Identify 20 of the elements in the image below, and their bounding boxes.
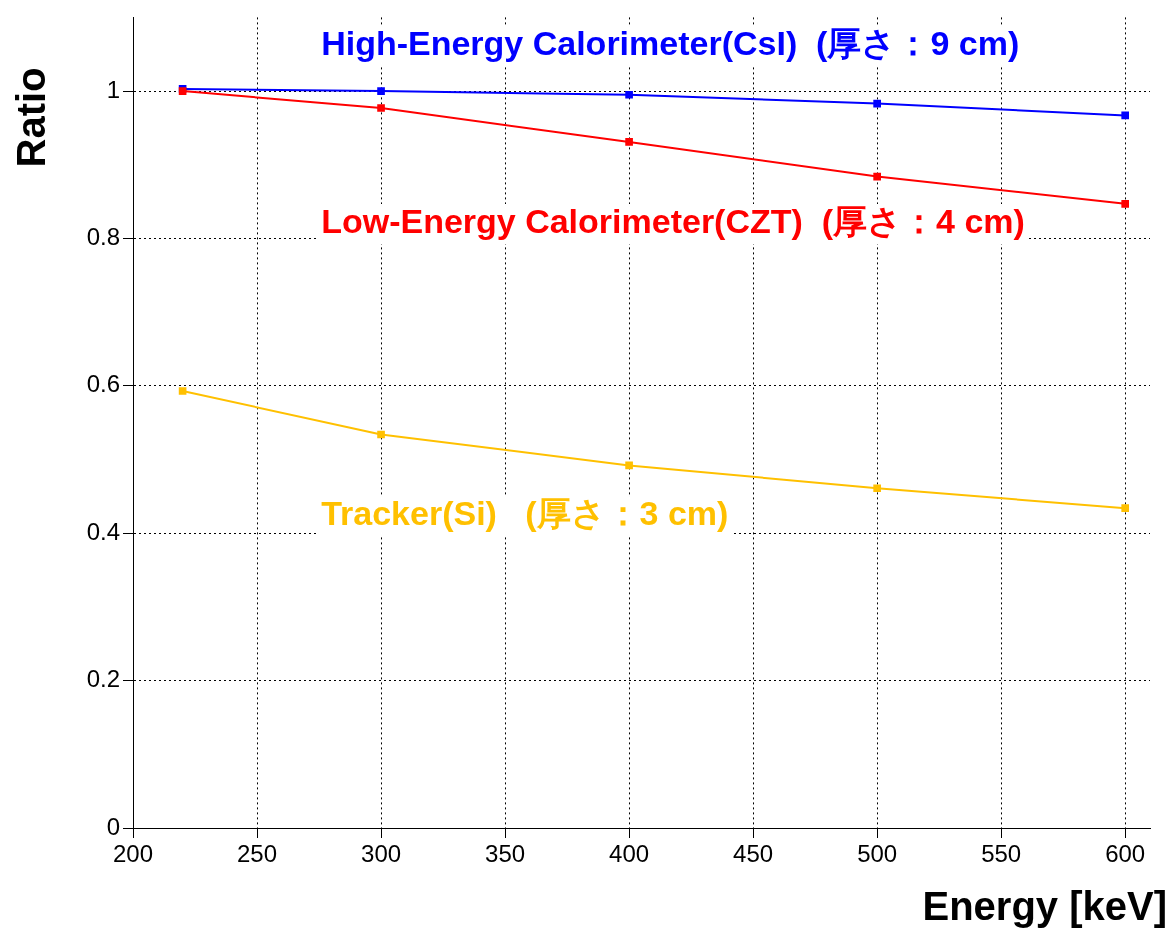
y-tick-label: 0.4: [86, 517, 120, 545]
x-tick-label: 350: [485, 840, 526, 868]
series-label: High-Energy Calorimeter(CsI) (厚さ：9 cm): [321, 24, 1020, 63]
y-axis-title: Ratio: [9, 67, 54, 168]
x-tick-label: 250: [237, 840, 278, 868]
x-tick-label: 200: [112, 840, 154, 868]
y-tick-label: 0.8: [86, 223, 120, 251]
y-tick-label: 0.2: [86, 665, 120, 693]
y-tick-label: 0: [106, 812, 120, 840]
series-label: Tracker(Si) (厚さ：3 cm): [321, 494, 729, 533]
x-tick-label: 600: [1105, 840, 1146, 868]
x-tick-label: 500: [857, 840, 898, 868]
x-tick-label: 400: [609, 840, 650, 868]
y-tick-label: 1: [106, 75, 120, 103]
x-tick-label: 450: [733, 840, 774, 868]
y-tick-label: 0.6: [86, 370, 120, 398]
x-tick-label: 550: [981, 840, 1022, 868]
x-axis-title: Energy [keV]: [922, 884, 1167, 929]
x-tick-label: 300: [361, 840, 402, 868]
series-label: Low-Energy Calorimeter(CZT) (厚さ：4 cm): [321, 202, 1025, 241]
